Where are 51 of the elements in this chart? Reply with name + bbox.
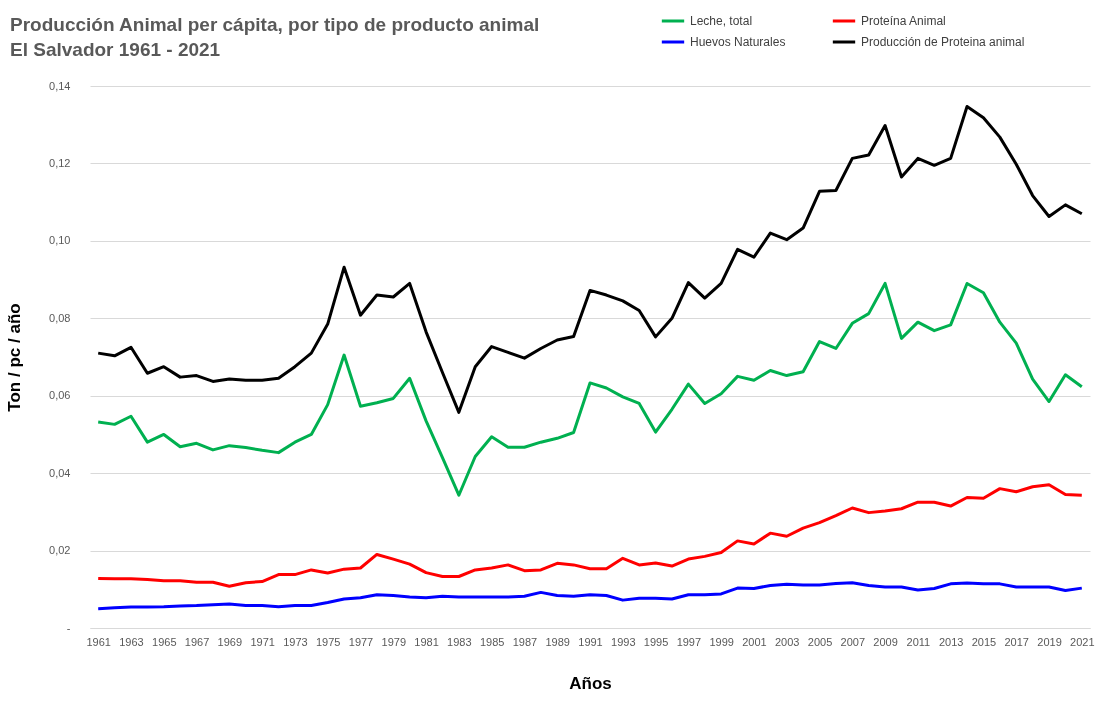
x-tick-label: 2011 [906, 635, 931, 648]
x-axis-title: Años [569, 673, 612, 693]
legend-label: Huevos Naturales [690, 35, 786, 49]
x-tick-label: 1993 [611, 635, 636, 648]
x-tick-label: 2021 [1070, 635, 1095, 648]
line-series [96, 281, 1084, 497]
x-tick-label: 2003 [774, 635, 800, 648]
x-tick-label: 1999 [709, 635, 734, 648]
y-tick-label: 0,08 [49, 311, 71, 324]
x-tick-label: 2009 [873, 635, 898, 648]
x-tick-label: 1979 [381, 635, 407, 648]
x-tick-label: 1981 [414, 635, 439, 648]
x-tick-label: 1983 [447, 635, 472, 648]
y-axis-title: Ton / pc / año [5, 303, 25, 412]
line-series [96, 581, 1084, 611]
x-tick-label: 2017 [1004, 635, 1029, 648]
x-tick-label: 1995 [643, 635, 669, 648]
x-tick-label: 2015 [971, 635, 997, 648]
x-tick-label: 1991 [578, 635, 603, 648]
x-tick-label: 2019 [1037, 635, 1062, 648]
y-tick-label: 0,10 [49, 234, 71, 247]
x-tick-label: 2005 [807, 635, 833, 648]
y-tick-label: 0,12 [49, 156, 71, 169]
line-series [96, 105, 1084, 414]
x-tick-label: 1975 [315, 635, 341, 648]
x-tick-label: 1969 [217, 635, 243, 648]
x-tick-label: 1997 [676, 635, 702, 648]
chart-title: Producción Animal per cápita, por tipo de producto animal [10, 14, 540, 35]
legend-label: Leche, total [690, 14, 753, 28]
x-tick-label: 1989 [545, 635, 570, 648]
x-tick-label: 1973 [283, 635, 308, 648]
y-tick-label: 0,02 [49, 544, 71, 557]
x-tick-label: 1977 [348, 635, 374, 648]
x-tick-label: 1961 [86, 635, 111, 648]
legend-label: Producción de Proteina animal [861, 35, 1025, 49]
x-tick-label: 1967 [184, 635, 210, 648]
x-tick-label: 1985 [479, 635, 505, 648]
x-tick-label: 1965 [152, 635, 177, 648]
chart-subtitle: El Salvador 1961 - 2021 [10, 39, 221, 60]
x-tick-label: 2001 [742, 635, 767, 648]
line-series [96, 483, 1084, 588]
legend-label: Proteína Animal [861, 14, 946, 28]
y-tick-label: 0,06 [49, 389, 71, 402]
x-tick-label: 1963 [119, 635, 144, 648]
x-tick-label: 2013 [938, 635, 964, 648]
x-tick-label: 2007 [840, 635, 866, 648]
x-tick-label: 1987 [512, 635, 538, 648]
y-tick-label: 0,14 [49, 79, 71, 92]
y-tick-label: 0,04 [49, 466, 71, 479]
x-tick-label: 1971 [250, 635, 275, 648]
y-tick-label: - [66, 621, 71, 634]
